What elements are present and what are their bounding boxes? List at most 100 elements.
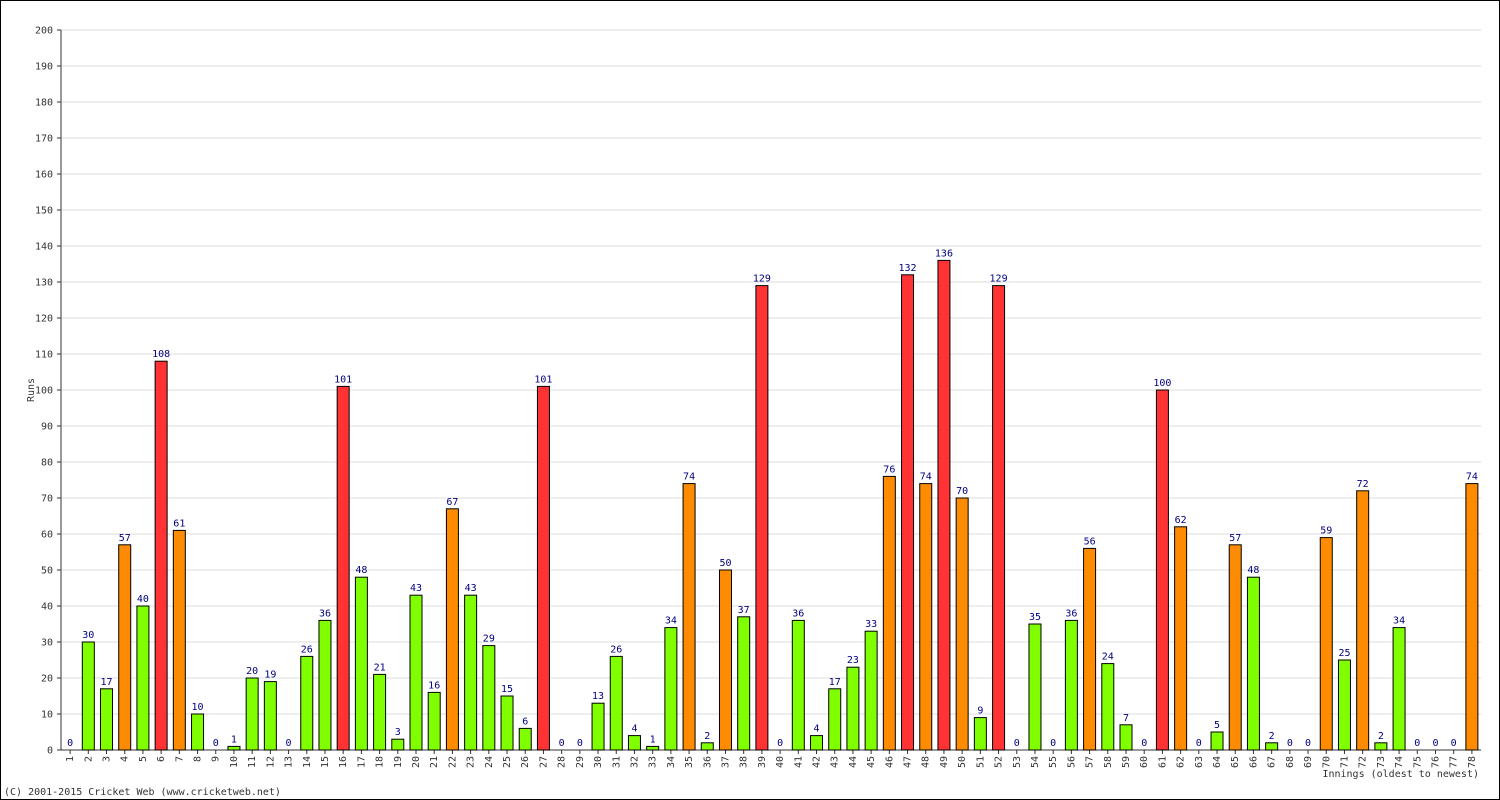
bar — [1265, 742, 1279, 751]
bar — [646, 745, 660, 751]
bar — [828, 688, 842, 751]
value-label: 0 — [1432, 738, 1438, 749]
bar — [354, 576, 368, 751]
y-tick-label: 50 — [41, 566, 53, 577]
x-tick-label: 22 — [447, 756, 458, 768]
x-tick-label: 57 — [1085, 756, 1096, 768]
x-tick-label: 42 — [812, 756, 823, 768]
value-label: 76 — [883, 464, 895, 475]
value-label: 0 — [577, 738, 583, 749]
value-label: 67 — [446, 497, 458, 508]
x-tick-label: 38 — [739, 756, 750, 768]
bar — [136, 605, 150, 751]
value-label: 34 — [1393, 616, 1405, 627]
x-tick-label: 4 — [120, 756, 131, 762]
bar — [1356, 490, 1370, 751]
x-tick-label: 18 — [375, 756, 386, 768]
bar — [901, 274, 915, 751]
x-tick-label: 12 — [265, 756, 276, 768]
y-tick-label: 110 — [35, 350, 53, 361]
value-label: 0 — [1305, 738, 1311, 749]
bar — [409, 594, 423, 751]
y-tick-label: 60 — [41, 530, 53, 541]
x-tick-label: 5 — [138, 756, 149, 762]
value-label: 43 — [465, 583, 477, 594]
value-label: 0 — [1141, 738, 1147, 749]
x-tick-label: 1 — [65, 756, 76, 762]
x-tick-label: 31 — [611, 756, 622, 768]
value-label: 29 — [483, 634, 495, 645]
value-label: 23 — [847, 655, 859, 666]
bar — [373, 673, 387, 751]
value-label: 4 — [631, 724, 637, 735]
y-tick-label: 130 — [35, 278, 53, 289]
x-tick-label: 56 — [1066, 756, 1077, 768]
x-tick-label: 7 — [174, 756, 185, 762]
x-tick-label: 69 — [1303, 756, 1314, 768]
y-tick-label: 70 — [41, 494, 53, 505]
x-tick-label: 8 — [193, 756, 204, 762]
value-label: 56 — [1084, 536, 1096, 547]
value-label: 0 — [67, 738, 73, 749]
x-tick-label: 63 — [1194, 756, 1205, 768]
x-tick-label: 14 — [302, 756, 313, 768]
bar — [154, 360, 168, 751]
x-tick-label: 68 — [1285, 756, 1296, 768]
bar — [1319, 537, 1333, 751]
value-label: 2 — [704, 731, 710, 742]
value-label: 57 — [1229, 533, 1241, 544]
value-label: 2 — [1269, 731, 1275, 742]
value-label: 136 — [935, 248, 953, 259]
value-label: 35 — [1029, 612, 1041, 623]
x-tick-label: 75 — [1412, 756, 1423, 768]
value-label: 26 — [610, 644, 622, 655]
value-label: 62 — [1175, 515, 1187, 526]
x-tick-label: 62 — [1176, 756, 1187, 768]
value-label: 0 — [286, 738, 292, 749]
x-tick-label: 44 — [848, 756, 859, 768]
bar — [718, 569, 732, 751]
value-label: 4 — [813, 724, 819, 735]
bar — [882, 475, 896, 751]
value-label: 6 — [522, 716, 528, 727]
x-tick-label: 21 — [429, 756, 440, 768]
x-tick-label: 13 — [284, 756, 295, 768]
x-tick-label: 11 — [247, 756, 258, 768]
value-label: 36 — [1065, 608, 1077, 619]
y-tick-label: 40 — [41, 602, 53, 613]
x-tick-label: 72 — [1358, 756, 1369, 768]
value-label: 25 — [1338, 648, 1350, 659]
value-label: 40 — [137, 594, 149, 605]
value-label: 17 — [100, 677, 112, 688]
bar — [955, 497, 969, 751]
bar — [700, 742, 714, 751]
value-label: 16 — [428, 680, 440, 691]
value-label: 1 — [231, 734, 237, 745]
bar — [191, 713, 205, 751]
value-label: 20 — [246, 666, 258, 677]
value-label: 101 — [334, 374, 352, 385]
footer: (C) 2001-2015 Cricket Web (www.cricketwe… — [4, 787, 281, 798]
value-label: 3 — [395, 727, 401, 738]
bar — [118, 544, 132, 751]
bar — [1155, 389, 1169, 751]
x-tick-label: 70 — [1321, 756, 1332, 768]
bar — [791, 619, 805, 751]
value-label: 33 — [865, 619, 877, 630]
bar — [245, 677, 259, 751]
x-tick-label: 52 — [994, 756, 1005, 768]
value-label: 100 — [1153, 378, 1171, 389]
bar — [1119, 724, 1133, 751]
x-tick-label: 17 — [356, 756, 367, 768]
x-tick-label: 71 — [1339, 756, 1350, 768]
value-label: 0 — [213, 738, 219, 749]
x-tick-label: 36 — [702, 756, 713, 768]
value-label: 50 — [719, 558, 731, 569]
value-label: 74 — [920, 472, 932, 483]
x-tick-label: 29 — [575, 756, 586, 768]
x-tick-label: 9 — [211, 756, 222, 762]
x-tick-label: 24 — [484, 756, 495, 768]
bar — [1246, 576, 1260, 751]
bar — [464, 594, 478, 751]
